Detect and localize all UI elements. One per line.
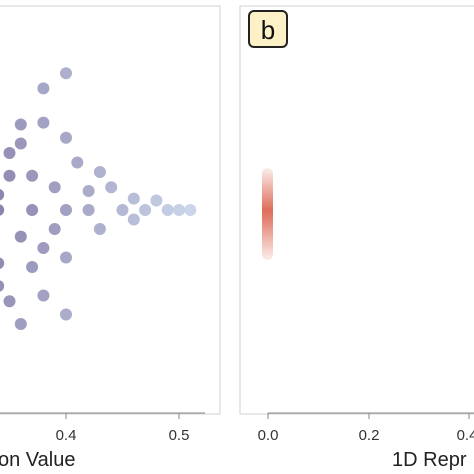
scatter-point	[173, 204, 185, 216]
panel-b-tick-label-2: 0.4	[457, 427, 474, 444]
panel-b-tag: b	[261, 15, 275, 45]
scatter-point	[82, 185, 95, 197]
scatter-point	[60, 67, 72, 80]
scatter-point	[3, 147, 16, 159]
scatter-point	[37, 242, 50, 254]
scatter-point	[26, 169, 39, 182]
scatter-point	[150, 194, 163, 207]
scatter-point	[127, 192, 140, 205]
scatter-point	[14, 118, 27, 131]
panel-b-strip	[262, 168, 273, 260]
scatter-point	[37, 116, 50, 129]
scatter-point	[48, 181, 61, 194]
panel-a-tick-label-1: 0.5	[169, 427, 190, 444]
scatter-point	[37, 82, 50, 95]
scatter-point	[82, 204, 95, 216]
panel-b-tick-label-1: 0.2	[359, 427, 380, 444]
scatter-point	[3, 295, 16, 308]
scatter-point	[161, 204, 174, 216]
scatter-point	[60, 251, 72, 264]
scatter-point	[127, 213, 140, 226]
scatter-point	[60, 131, 72, 144]
scatter-point	[0, 204, 5, 216]
scatter-point	[14, 230, 27, 243]
panel-a-frame	[0, 5, 221, 415]
panel-a-points	[0, 67, 197, 330]
scatter-point	[93, 166, 106, 178]
scatter-point	[105, 181, 118, 194]
scatter-point	[0, 257, 5, 269]
scatter-point	[71, 156, 84, 169]
panel-a-x-title: on Value	[0, 449, 75, 471]
panel-b-tag-box	[248, 10, 288, 48]
scatter-point	[93, 223, 106, 235]
scatter-point	[60, 308, 72, 321]
scatter-point	[14, 318, 27, 330]
scatter-point	[48, 223, 61, 235]
panel-b-x-title: 1D Repr	[392, 449, 467, 471]
panel-b-tick-label-0: 0.0	[258, 427, 279, 444]
scatter-point	[116, 204, 129, 216]
scatter-point	[3, 169, 16, 182]
panel-a-tick-label-0: 0.4	[56, 427, 77, 444]
panel-b-frame	[239, 5, 474, 415]
scatter-point	[14, 137, 27, 150]
scatter-point	[26, 261, 39, 273]
scatter-point	[37, 289, 50, 302]
scatter-point	[0, 280, 5, 292]
scatter-point	[184, 204, 197, 216]
scatter-point	[26, 204, 39, 216]
scatter-point	[139, 204, 152, 216]
scatter-point	[0, 189, 5, 201]
scatter-point	[60, 204, 72, 216]
